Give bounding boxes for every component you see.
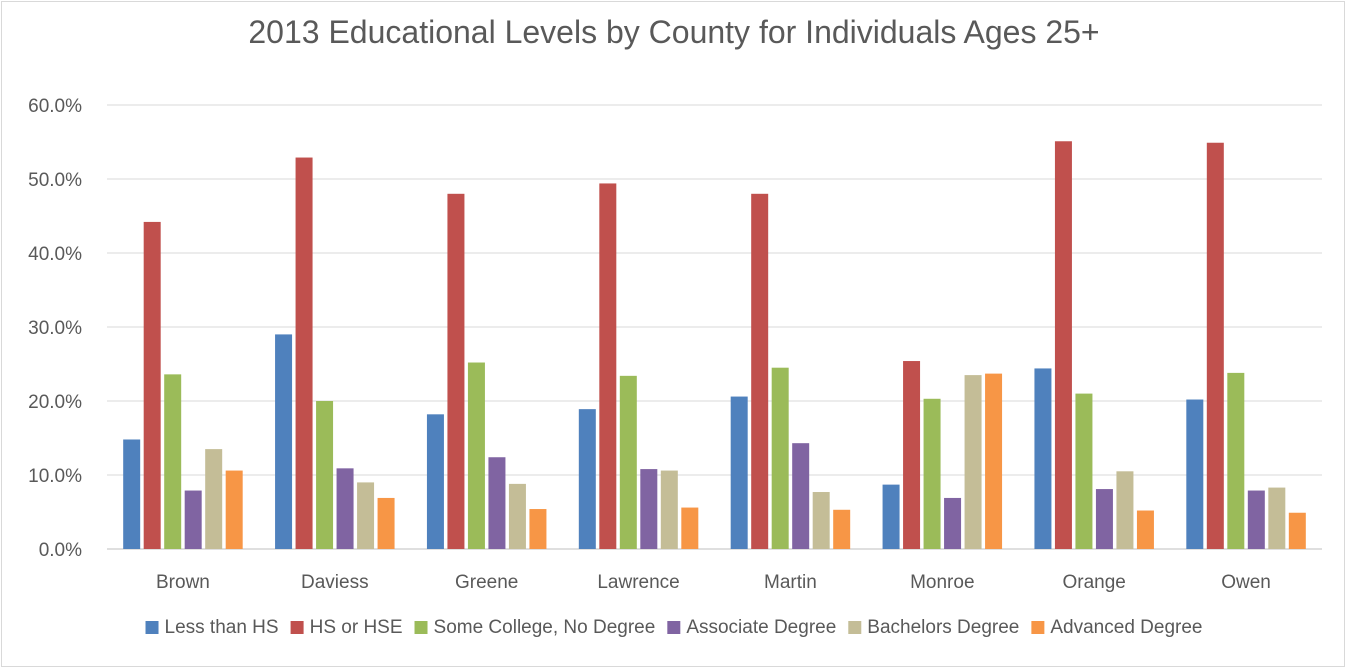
bar (771, 367, 789, 549)
bar (1288, 512, 1306, 549)
legend: Less than HS HS or HSE Some College, No De… (145, 617, 1202, 638)
legend-swatch (667, 621, 681, 634)
x-axis-ticks: Brown Daviess Greene Lawrence Martin Monroe Or… (156, 572, 1271, 593)
legend-label: HS or HSE (310, 617, 403, 638)
bar (1186, 399, 1204, 549)
y-axis-ticks: 0.0% 10.0% 20.0% 30.0% 40.0% 50.0% 60.0% (28, 96, 82, 561)
bar (578, 409, 596, 549)
x-tick-label: Lawrence (597, 572, 679, 593)
bar (660, 470, 678, 549)
bar (1136, 510, 1154, 549)
bar (426, 414, 444, 549)
bar (640, 469, 658, 549)
legend-label: Some College, No Degree (434, 617, 656, 638)
bar (619, 375, 637, 549)
bar (508, 483, 526, 549)
bar (1206, 142, 1224, 550)
x-tick-label: Brown (156, 572, 210, 593)
bar (833, 509, 851, 549)
legend-swatch (145, 621, 159, 634)
x-tick-label: Martin (764, 572, 817, 593)
legend-label: Less than HS (165, 617, 279, 638)
bar (681, 507, 699, 549)
bar (143, 221, 161, 550)
bar (944, 497, 962, 549)
y-tick-label: 40.0% (28, 244, 82, 265)
bar (529, 509, 547, 549)
bar (1247, 490, 1265, 549)
bar (488, 457, 506, 549)
bar (336, 468, 354, 549)
bar (1075, 393, 1093, 549)
y-tick-label: 30.0% (28, 318, 82, 339)
bar (205, 449, 223, 549)
bar (295, 157, 313, 550)
bar (164, 374, 182, 549)
y-tick-label: 10.0% (28, 466, 82, 487)
bar (923, 398, 941, 549)
bar (1268, 487, 1286, 549)
bars (123, 141, 1306, 550)
x-tick-label: Owen (1221, 572, 1271, 593)
y-tick-label: 0.0% (39, 540, 82, 561)
y-tick-label: 60.0% (28, 96, 82, 117)
bar (377, 497, 395, 549)
bar (1227, 372, 1245, 549)
legend-swatch (848, 621, 862, 634)
y-tick-label: 20.0% (28, 392, 82, 413)
legend-label: Associate Degree (686, 617, 836, 638)
bar (882, 484, 900, 549)
bar (275, 334, 293, 549)
bar (812, 492, 830, 549)
legend-swatch (1031, 621, 1045, 634)
x-tick-label: Daviess (301, 572, 369, 593)
bar (184, 490, 202, 549)
bar (1034, 368, 1052, 549)
bar (447, 193, 465, 550)
x-tick-label: Orange (1063, 572, 1126, 593)
legend-swatch (290, 621, 304, 634)
bar (599, 183, 617, 549)
legend-label: Advanced Degree (1050, 617, 1202, 638)
legend-swatch (414, 621, 428, 634)
bar (985, 373, 1003, 549)
bar (1116, 471, 1134, 549)
bar (730, 396, 748, 549)
bar (357, 482, 375, 549)
bar (1054, 141, 1072, 549)
chart-title: 2013 Educational Levels by County for In… (248, 14, 1100, 50)
bar (964, 375, 982, 549)
bar (316, 401, 334, 549)
bar (123, 439, 141, 549)
legend-label: Bachelors Degree (867, 617, 1019, 638)
bar (467, 362, 485, 549)
bar (225, 470, 243, 549)
y-tick-label: 50.0% (28, 170, 82, 191)
bar (1095, 489, 1113, 549)
bar (751, 193, 769, 550)
x-tick-label: Greene (455, 572, 518, 593)
bar (903, 361, 921, 549)
bar (792, 443, 810, 549)
x-tick-label: Monroe (910, 572, 974, 593)
